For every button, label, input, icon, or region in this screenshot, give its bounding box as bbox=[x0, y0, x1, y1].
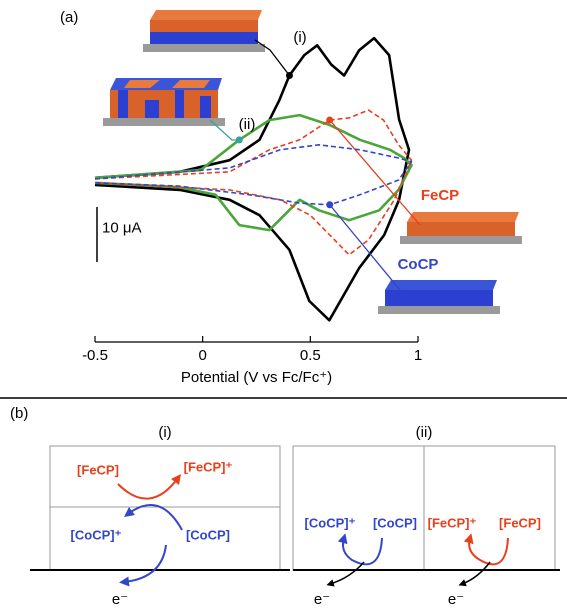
callout-dot bbox=[326, 117, 333, 124]
x-axis-label: Potential (V vs Fc/Fc⁺) bbox=[181, 369, 332, 386]
arrow bbox=[462, 562, 490, 584]
electron: e⁻ bbox=[112, 591, 128, 608]
electrode-icon-i bbox=[143, 10, 265, 52]
panel-label: (a) bbox=[60, 9, 78, 26]
species: [FeCP] bbox=[499, 515, 541, 530]
series-label: FeCP bbox=[421, 187, 459, 204]
series-label: (i) bbox=[293, 29, 306, 46]
species: [CoCP]⁺ bbox=[305, 515, 356, 530]
panel-label: (b) bbox=[10, 405, 28, 422]
series-label: CoCP bbox=[398, 256, 439, 273]
electrode-icon-fecp bbox=[400, 212, 522, 244]
species: [FeCP]⁺ bbox=[184, 459, 233, 474]
species: [FeCP]⁺ bbox=[428, 515, 477, 530]
scheme-label: (i) bbox=[158, 424, 171, 441]
arrow bbox=[118, 478, 178, 499]
series-label: (ii) bbox=[239, 116, 256, 133]
figure: (a) -0.5 0 0.5 1 Potential (V vs Fc/Fc⁺) 10 μ… bbox=[0, 0, 567, 610]
arrow bbox=[330, 562, 364, 584]
x-tick-label: 0 bbox=[198, 347, 206, 364]
electrode-icon-ii bbox=[103, 78, 225, 126]
callout-line bbox=[330, 205, 400, 290]
arrow bbox=[469, 538, 508, 564]
electron: e⁻ bbox=[448, 591, 464, 608]
callout-dot bbox=[236, 136, 243, 143]
x-tick-label: 1 bbox=[414, 347, 422, 364]
scheme-label: (ii) bbox=[416, 424, 433, 441]
scale-bar-label: 10 μA bbox=[102, 219, 142, 236]
x-tick-label: 0.5 bbox=[300, 347, 321, 364]
species: [CoCP] bbox=[373, 515, 417, 530]
arrow bbox=[343, 538, 382, 564]
callout-dot bbox=[326, 201, 333, 208]
electron: e⁻ bbox=[314, 591, 330, 608]
callout-dot bbox=[286, 72, 293, 79]
x-tick-label: -0.5 bbox=[82, 347, 108, 364]
arrow bbox=[124, 545, 166, 582]
species: [CoCP]⁺ bbox=[71, 527, 122, 542]
arrow bbox=[128, 505, 182, 530]
species: [FeCP] bbox=[77, 462, 119, 477]
species: [CoCP] bbox=[186, 527, 230, 542]
